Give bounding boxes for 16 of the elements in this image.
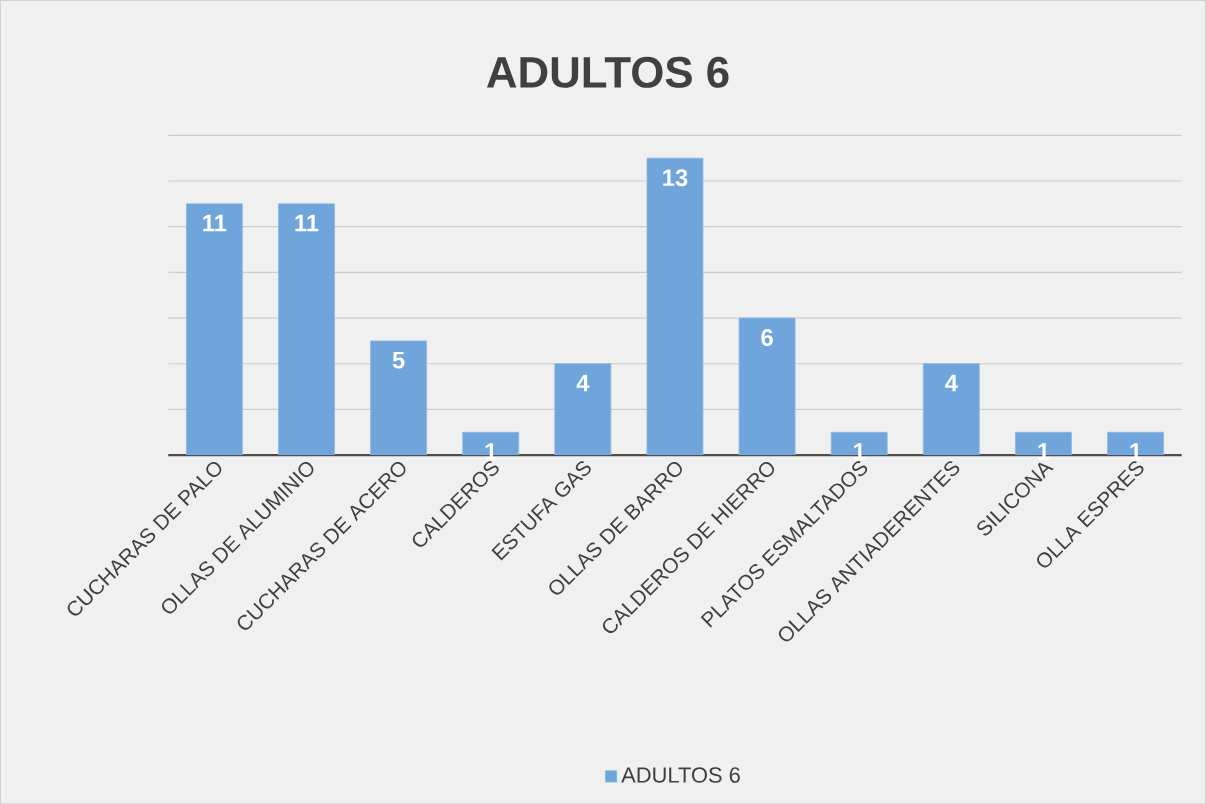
data-label: 5 — [392, 351, 405, 369]
bar — [646, 157, 704, 455]
bar — [370, 340, 427, 455]
data-label: 13 — [663, 169, 688, 187]
legend-label: ADULTOS 6 — [621, 767, 740, 783]
data-label: 4 — [576, 374, 590, 392]
bar — [185, 203, 243, 455]
chart-title: ADULTOS 6 — [486, 56, 729, 88]
bar — [738, 317, 796, 455]
data-label: 4 — [945, 374, 958, 392]
bar — [278, 203, 335, 455]
bar — [922, 363, 980, 455]
data-label: 11 — [203, 214, 227, 232]
bar — [554, 363, 612, 455]
data-label: 11 — [295, 214, 319, 232]
data-label: 6 — [761, 328, 773, 346]
